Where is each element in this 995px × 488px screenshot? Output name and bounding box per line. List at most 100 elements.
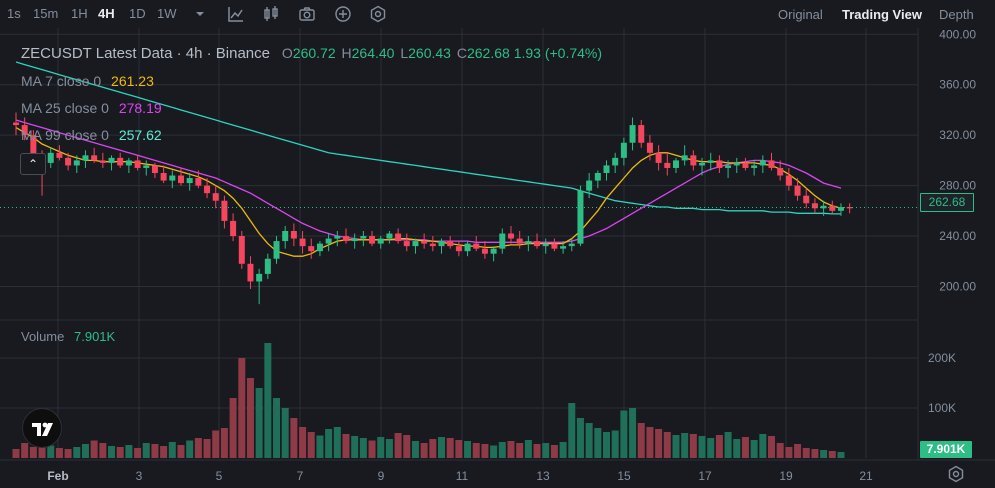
- candle-body: [655, 152, 662, 163]
- chart-settings-icon[interactable]: [946, 464, 966, 484]
- candle-body: [699, 162, 706, 166]
- tradingview-logo[interactable]: [22, 408, 62, 448]
- candle-body: [612, 157, 619, 166]
- candle-body: [603, 165, 610, 173]
- volume-bar: [724, 432, 732, 458]
- candle-body: [620, 142, 627, 158]
- candle-body: [577, 190, 584, 244]
- ma7-value: 261.23: [111, 73, 154, 89]
- settings-icon[interactable]: [368, 4, 388, 24]
- volume-bar: [498, 442, 506, 458]
- interval-1h[interactable]: 1H: [71, 6, 88, 21]
- candle-body: [751, 165, 758, 168]
- view-depth[interactable]: Depth: [939, 7, 974, 22]
- volume-bar: [620, 410, 628, 458]
- volume-bar: [663, 432, 671, 458]
- view-original[interactable]: Original: [778, 7, 823, 22]
- volume-bar: [672, 435, 680, 458]
- candle-body: [125, 160, 132, 166]
- time-tick-label: 3: [136, 469, 143, 483]
- price-tick-label: 360.00: [939, 78, 976, 92]
- collapse-legend-button[interactable]: ⌃: [20, 153, 46, 175]
- candle-body: [82, 155, 89, 161]
- candle-body: [256, 273, 263, 282]
- volume-bar: [220, 428, 228, 458]
- volume-bar: [55, 448, 63, 458]
- view-trading-view[interactable]: Trading View: [842, 7, 922, 22]
- volume-bar: [629, 408, 637, 458]
- volume-bar: [689, 434, 697, 458]
- volume-bar: [238, 358, 246, 458]
- interval-4h[interactable]: 4H: [98, 6, 115, 21]
- candle-body: [768, 160, 775, 168]
- volume-bar: [160, 446, 168, 458]
- volume-bar: [21, 443, 29, 458]
- volume-bar: [177, 445, 185, 458]
- volume-bar: [281, 408, 289, 458]
- candle-body: [143, 165, 150, 168]
- volume-bar: [828, 451, 836, 458]
- interval-1d[interactable]: 1D: [129, 6, 146, 21]
- candle-body: [395, 233, 402, 242]
- candle-body: [169, 175, 176, 181]
- candle-body: [221, 200, 228, 221]
- price-chart[interactable]: 400.00 360.00 320.00 280.00 240.00 200.00 200K…: [0, 28, 995, 488]
- chevron-up-icon: ⌃: [27, 157, 39, 171]
- candle-body: [351, 238, 358, 242]
- volume-bar: [750, 440, 758, 458]
- candle-body: [690, 155, 697, 166]
- volume-bar: [550, 445, 558, 458]
- volume-bar: [81, 444, 89, 458]
- volume-bar: [47, 445, 55, 458]
- candle-body: [134, 160, 141, 168]
- volume-bar: [73, 447, 81, 458]
- volume-bar: [811, 449, 819, 458]
- candle-body: [21, 125, 28, 136]
- camera-icon[interactable]: [297, 4, 317, 24]
- volume-bar: [820, 450, 828, 458]
- candle-body: [725, 165, 732, 168]
- high-label: H: [341, 45, 352, 61]
- candle-body: [282, 231, 289, 242]
- time-tick-label: 11: [456, 469, 469, 483]
- interval-1s[interactable]: 1s: [7, 6, 21, 21]
- volume-bar: [194, 438, 202, 458]
- volume-bar: [142, 443, 150, 458]
- add-icon[interactable]: [333, 4, 353, 24]
- volume-bar: [481, 444, 489, 458]
- candle-body: [360, 236, 367, 239]
- volume-bar: [168, 442, 176, 458]
- candle-body: [464, 243, 471, 252]
- candle-body: [186, 178, 193, 184]
- symbol-title: ZECUSDT Latest Data · 4h · Binance: [21, 45, 270, 62]
- volume-bar: [359, 438, 367, 458]
- volume-bar: [603, 432, 611, 458]
- candle-body: [759, 160, 766, 166]
- volume-bar: [698, 436, 706, 458]
- chart-legend: ZECUSDT Latest Data · 4h · Binance O260.…: [21, 45, 602, 62]
- volume-bar: [420, 443, 428, 458]
- volume-bar: [438, 437, 446, 458]
- candle-body: [316, 243, 323, 252]
- ma25-label: MA 25 close 0: [21, 100, 109, 116]
- volume-bar: [585, 423, 593, 458]
- candle-body: [108, 157, 115, 163]
- candle-body: [594, 173, 601, 181]
- indicators-icon[interactable]: [226, 4, 246, 24]
- volume-bar: [203, 439, 211, 458]
- candle-body: [325, 238, 332, 244]
- volume-bar: [64, 449, 72, 458]
- candle-body: [794, 185, 801, 196]
- interval-15m[interactable]: 15m: [33, 6, 59, 21]
- volume-bar: [455, 440, 463, 458]
- candle-type-icon[interactable]: [261, 4, 281, 24]
- volume-bar: [429, 439, 437, 458]
- ma99-legend: MA 99 close 0 257.62: [21, 127, 162, 143]
- volume-bar: [151, 444, 159, 458]
- candle-body: [742, 162, 749, 168]
- chevron-down-icon[interactable]: [190, 4, 210, 24]
- low-label: L: [400, 45, 409, 61]
- price-tick-label: 280.00: [939, 179, 976, 193]
- candle-body: [820, 205, 827, 209]
- interval-1w[interactable]: 1W: [157, 6, 177, 21]
